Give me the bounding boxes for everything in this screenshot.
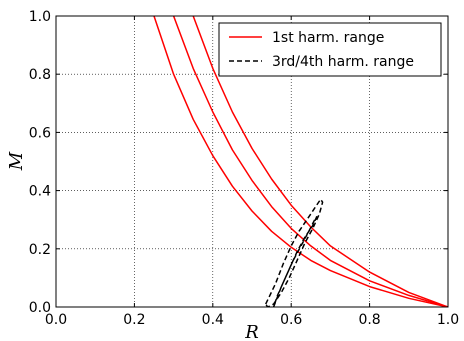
series-1st-harm-line-3 <box>192 16 448 307</box>
plot-frame <box>55 15 449 308</box>
x-tick-label: 0.0 <box>45 312 67 328</box>
series-3rd-4th-harm-line-1 <box>265 198 324 307</box>
y-tick-label: 1.0 <box>29 9 51 25</box>
x-tick-label: 0.4 <box>202 312 224 328</box>
series-1st-harm-line-1 <box>153 16 448 307</box>
tick-layer: 0.0 0.2 0.4 0.6 0.8 1.0 0.0 0.2 0.4 0.6 0.8 1.0 <box>29 9 459 328</box>
y-tick-label: 0.6 <box>29 125 51 141</box>
legend: 1st harm. range 3rd/4th harm. range <box>218 22 442 77</box>
x-axis-label: R <box>244 322 259 341</box>
x-tick-label: 0.2 <box>123 312 145 328</box>
y-tick-label: 0.0 <box>29 300 51 316</box>
y-tick-label: 0.4 <box>29 184 51 200</box>
x-tick-label: 1.0 <box>437 312 459 328</box>
y-tick-label: 0.8 <box>29 67 51 83</box>
y-tick-label: 0.2 <box>29 242 51 258</box>
legend-box <box>218 22 442 77</box>
series-3rd-4th-harm-line-2 <box>272 216 318 307</box>
legend-label-3rd-4th-harm: 3rd/4th harm. range <box>272 54 414 70</box>
series-layer <box>153 16 448 307</box>
x-tick-label: 0.8 <box>358 312 380 328</box>
series-1st-harm-line-2 <box>172 16 448 307</box>
legend-label-1st-harm: 1st harm. range <box>272 30 384 46</box>
x-tick-label: 0.6 <box>280 312 302 328</box>
y-axis-label: M <box>6 151 27 171</box>
